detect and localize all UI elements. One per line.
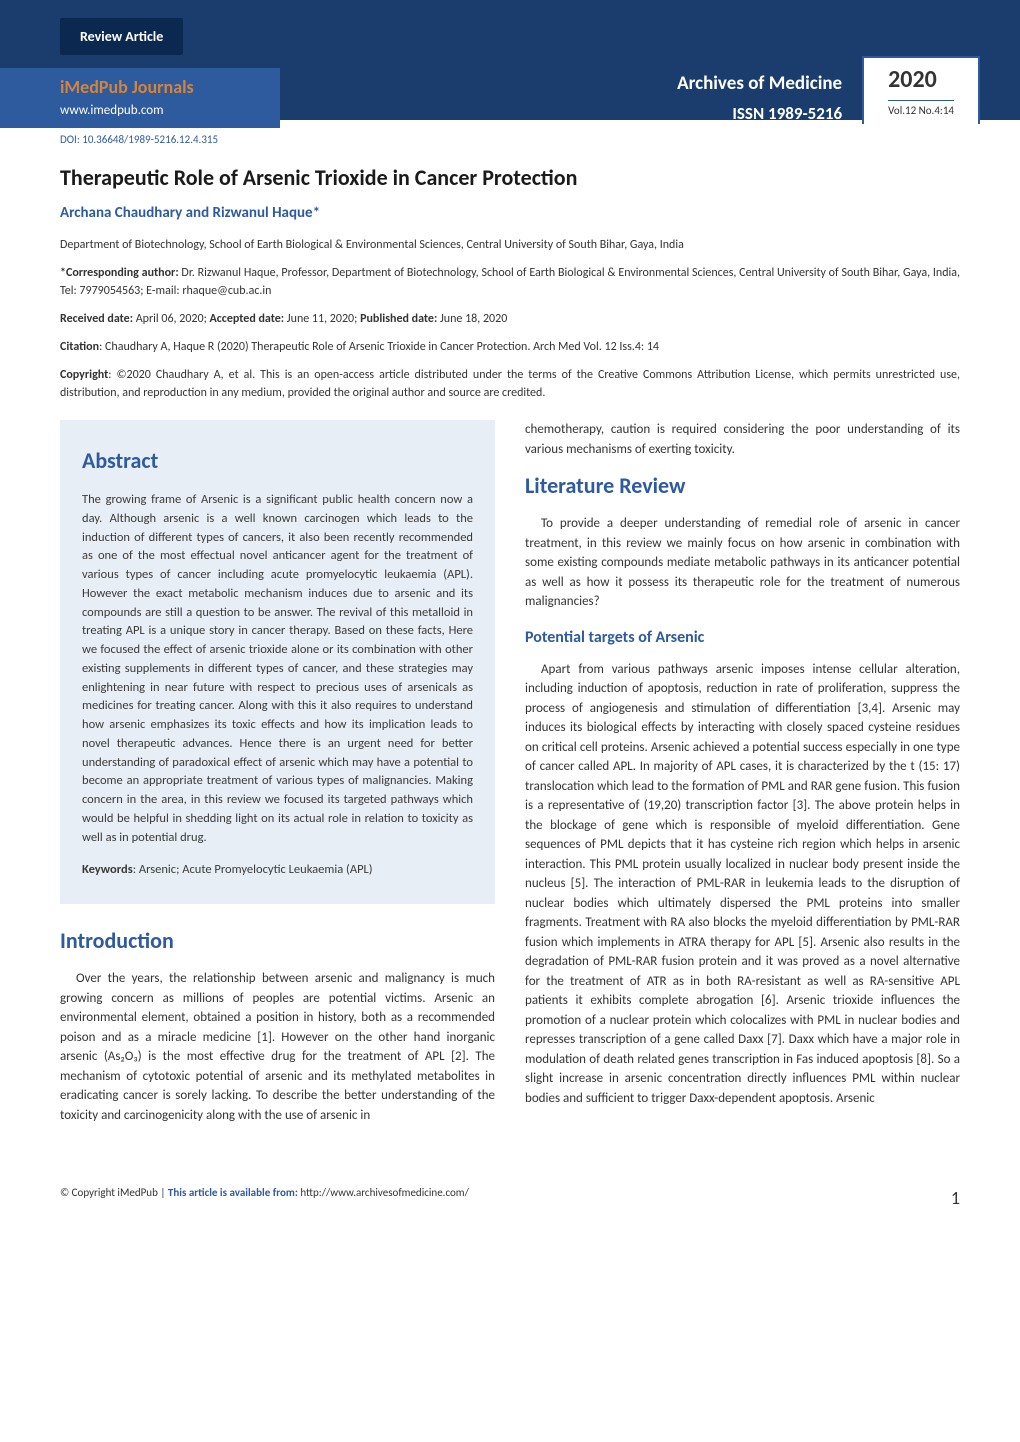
footer-url: http://www.archivesofmedicine.com/ xyxy=(298,1186,469,1199)
journal-name: Archives of Medicine xyxy=(677,70,842,99)
targets-heading: Potential targets of Arsenic xyxy=(525,626,960,650)
authors: Archana Chaudhary and Rizwanul Haque* xyxy=(60,202,960,225)
corresponding-label: *Corresponding author: xyxy=(60,266,179,280)
footer-availability: This article is available from: xyxy=(168,1186,298,1199)
introduction-para-1-cont: chemotherapy, caution is required consid… xyxy=(525,420,960,459)
keywords-text: : Arsenic; Acute Promyelocytic Leukaemia… xyxy=(133,862,373,877)
accepted-label: Accepted date: xyxy=(210,312,285,326)
journal-name-block: Archives of Medicine ISSN 1989-5216 xyxy=(280,70,862,126)
keywords-label: Keywords xyxy=(82,862,133,877)
footer-copyright: © Copyright iMedPub | This article is av… xyxy=(60,1185,469,1212)
copyright-label: Copyright xyxy=(60,368,108,382)
article-dates: Received date: April 06, 2020; Accepted … xyxy=(60,310,960,328)
left-column: Abstract The growing frame of Arsenic is… xyxy=(60,420,495,1135)
publisher-name: iMedPub Journals xyxy=(60,74,240,101)
targets-para-1: Apart from various pathways arsenic impo… xyxy=(525,660,960,1109)
two-column-layout: Abstract The growing frame of Arsenic is… xyxy=(60,420,960,1135)
right-column: chemotherapy, caution is required consid… xyxy=(525,420,960,1135)
citation-label: Citation xyxy=(60,340,99,354)
published-date: June 18, 2020 xyxy=(437,312,507,326)
affiliation: Department of Biotechnology, School of E… xyxy=(60,236,960,254)
publisher-url: www.imedpub.com xyxy=(60,101,240,121)
article-type-badge: Review Article xyxy=(60,18,183,55)
journal-band: iMedPub Journals www.imedpub.com Archive… xyxy=(0,73,1020,123)
abstract-heading: Abstract xyxy=(82,444,473,477)
article-title: Therapeutic Role of Arsenic Trioxide in … xyxy=(60,161,960,194)
article-content: Therapeutic Role of Arsenic Trioxide in … xyxy=(0,161,1020,1176)
accepted-date: June 11, 2020; xyxy=(284,312,360,326)
footer-copyright-text: © Copyright iMedPub | xyxy=(60,1186,168,1199)
introduction-heading: Introduction xyxy=(60,924,495,957)
corresponding-author: *Corresponding author: Dr. Rizwanul Haqu… xyxy=(60,264,960,300)
publication-year: 2020 xyxy=(888,62,954,98)
page-footer: © Copyright iMedPub | This article is av… xyxy=(0,1175,1020,1232)
publisher-block: iMedPub Journals www.imedpub.com xyxy=(0,68,280,129)
copyright-text: : ©2020 Chaudhary A, et al. This is an o… xyxy=(60,368,960,400)
introduction-para-1: Over the years, the relationship between… xyxy=(60,969,495,1125)
published-label: Published date: xyxy=(360,312,437,326)
keywords: Keywords: Arsenic; Acute Promyelocytic L… xyxy=(82,861,473,880)
issn-label: ISSN 1989-5216 xyxy=(677,101,842,127)
copyright-notice: Copyright: ©2020 Chaudhary A, et al. Thi… xyxy=(60,366,960,402)
year-volume-block: 2020 Vol.12 No.4:14 xyxy=(862,56,980,124)
citation: Citation: Chaudhary A, Haque R (2020) Th… xyxy=(60,338,960,356)
journal-header: Review Article iMedPub Journals www.imed… xyxy=(0,0,1020,120)
page-number: 1 xyxy=(951,1185,960,1212)
volume-issue: Vol.12 No.4:14 xyxy=(888,100,954,120)
abstract-box: Abstract The growing frame of Arsenic is… xyxy=(60,420,495,904)
doi: DOI: 10.36648/1989-5216.12.4.315 xyxy=(60,132,1020,149)
received-date: April 06, 2020; xyxy=(133,312,210,326)
corresponding-text: Dr. Rizwanul Haque, Professor, Departmen… xyxy=(60,266,960,298)
literature-heading: Literature Review xyxy=(525,469,960,502)
citation-text: : Chaudhary A, Haque R (2020) Therapeuti… xyxy=(99,340,659,354)
abstract-body: The growing frame of Arsenic is a signif… xyxy=(82,491,473,847)
literature-para-1: To provide a deeper understanding of rem… xyxy=(525,514,960,612)
received-label: Received date: xyxy=(60,312,133,326)
